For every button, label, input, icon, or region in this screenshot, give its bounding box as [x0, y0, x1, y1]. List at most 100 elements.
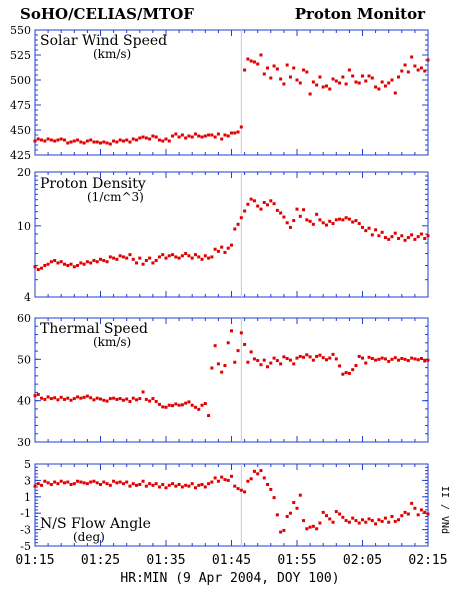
data-point [364, 79, 368, 83]
data-point [167, 254, 171, 258]
data-point [233, 131, 237, 135]
data-point [282, 528, 286, 532]
data-point [216, 249, 220, 253]
data-point [311, 222, 315, 226]
data-point [315, 354, 319, 358]
y-tick-label: 500 [10, 74, 31, 87]
data-point [62, 138, 66, 142]
data-point [226, 341, 230, 345]
data-point [354, 80, 358, 84]
data-point [233, 360, 237, 364]
data-point [321, 221, 325, 225]
data-point [374, 228, 378, 232]
data-point [233, 484, 237, 488]
data-point [380, 356, 384, 360]
data-point [125, 138, 129, 142]
data-point [85, 394, 89, 398]
data-point [82, 141, 86, 145]
data-point [164, 137, 168, 141]
data-point [347, 68, 351, 72]
y-tick-label: -5 [20, 540, 31, 553]
data-point [246, 57, 250, 61]
data-point [426, 358, 430, 362]
y-tick-label: -1 [20, 507, 31, 520]
data-point [347, 217, 351, 221]
data-point [262, 358, 266, 362]
data-point [128, 253, 132, 257]
data-point [315, 212, 319, 216]
data-point [174, 255, 178, 259]
data-point [115, 257, 119, 261]
data-point [423, 359, 427, 363]
data-point [105, 399, 109, 403]
data-point [413, 506, 417, 510]
data-point [99, 397, 102, 401]
data-point [171, 482, 175, 486]
data-point [357, 354, 361, 358]
data-point [269, 487, 273, 491]
panel-4: -5 -3 -1 1 3 5 N/S Flow Angle(deg) [20, 458, 430, 553]
data-point [403, 510, 407, 514]
data-point [262, 72, 266, 76]
data-point [200, 135, 204, 139]
data-point [105, 141, 109, 145]
data-point [157, 402, 161, 406]
data-point [210, 480, 214, 484]
data-point [164, 486, 168, 490]
data-point [184, 401, 188, 405]
data-point [354, 364, 358, 368]
data-point [354, 519, 358, 523]
data-point [76, 479, 80, 483]
y-tick-label: 10 [17, 220, 31, 233]
data-point [331, 520, 335, 524]
data-point [390, 514, 394, 518]
data-point [115, 397, 119, 401]
data-point [151, 261, 155, 265]
data-point [49, 260, 53, 264]
data-point [256, 472, 260, 476]
data-point [347, 371, 351, 375]
data-point [279, 211, 283, 215]
data-point [157, 255, 161, 259]
data-point [416, 358, 420, 362]
data-point [324, 514, 328, 518]
data-point [177, 483, 181, 486]
data-point [419, 508, 423, 512]
data-point [259, 207, 263, 211]
data-point [33, 139, 37, 143]
data-point [56, 261, 60, 265]
data-point [213, 247, 217, 251]
data-point [161, 139, 165, 143]
data-point [308, 355, 312, 359]
data-point [400, 514, 404, 518]
data-point [233, 227, 237, 231]
x-tick-label: 01:35 [146, 553, 185, 568]
data-point [256, 204, 260, 208]
data-point [138, 136, 142, 140]
data-point [85, 139, 89, 143]
data-point [230, 243, 233, 247]
data-point [288, 511, 292, 515]
data-point [256, 62, 260, 66]
data-point [364, 229, 368, 233]
data-point [298, 493, 302, 497]
data-point [243, 342, 247, 346]
data-point [141, 135, 145, 139]
data-point [128, 399, 132, 403]
data-point [341, 75, 345, 79]
data-point [121, 255, 125, 259]
data-point [144, 484, 148, 488]
data-point [33, 394, 37, 398]
data-point [180, 254, 184, 258]
data-point [148, 256, 152, 260]
data-point [324, 84, 328, 88]
data-point [315, 527, 319, 531]
data-point [82, 481, 86, 485]
data-point [246, 202, 250, 206]
data-point [338, 217, 342, 221]
data-point [344, 519, 348, 523]
data-point [200, 483, 204, 486]
data-point [351, 368, 355, 372]
data-point [393, 356, 397, 360]
data-point [144, 258, 148, 262]
